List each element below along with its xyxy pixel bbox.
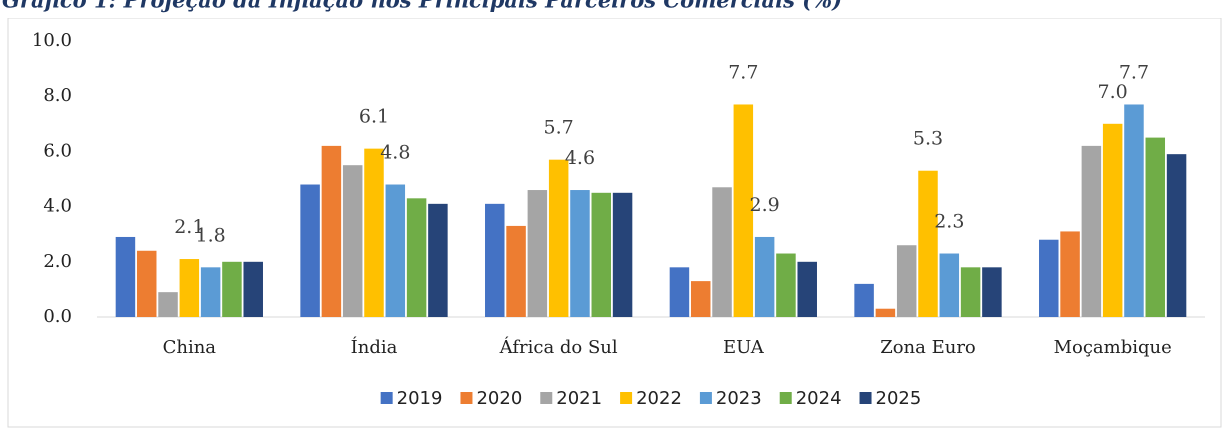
y-tick-label: 2.0: [43, 251, 72, 272]
bar: [1124, 104, 1144, 317]
legend-label: 2020: [476, 388, 522, 409]
legend-label: 2022: [636, 388, 682, 409]
x-tick-label: Índia: [351, 335, 398, 358]
bar: [406, 198, 427, 317]
data-label: 7.7: [728, 61, 758, 83]
data-label: 5.7: [544, 117, 574, 139]
data-label: 2.9: [750, 194, 780, 216]
bar: [1060, 231, 1080, 317]
legend-swatch: [699, 392, 712, 404]
bar: [158, 292, 178, 317]
bar: [1081, 145, 1102, 317]
bar: [527, 190, 548, 317]
bar: [222, 261, 242, 317]
bar: [200, 267, 221, 317]
y-tick-label: 10.0: [32, 30, 72, 51]
bar: [669, 267, 690, 317]
bar: [506, 225, 526, 317]
bar: [690, 281, 711, 317]
bar: [548, 159, 569, 317]
bar: [1102, 123, 1123, 317]
legend-swatch: [779, 392, 792, 404]
bar: [385, 184, 406, 317]
legend-label: 2023: [716, 388, 762, 409]
bar: [712, 187, 732, 317]
bar: [179, 259, 200, 317]
chart-title: Gráfico 1: Projeção da Inflação nos Prin…: [2, 0, 842, 13]
bar: [797, 261, 817, 317]
bar: [136, 250, 157, 317]
data-label: 2.3: [934, 211, 964, 233]
bar: [1166, 154, 1187, 317]
bar: [1145, 137, 1166, 317]
legend-swatch: [620, 392, 633, 404]
data-label: 4.8: [380, 142, 410, 164]
bar: [570, 190, 590, 317]
bar: [754, 236, 775, 317]
data-label: 7.0: [1098, 81, 1128, 103]
bar: [1039, 239, 1059, 317]
bar: [342, 165, 363, 317]
bar: [733, 104, 754, 317]
legend-swatch: [859, 392, 872, 404]
x-tick-label: África do Sul: [499, 335, 618, 358]
data-label: 1.8: [196, 224, 226, 246]
legend-label: 2021: [556, 388, 602, 409]
data-label: 5.3: [913, 128, 943, 150]
x-tick-label: Moçambique: [1054, 337, 1172, 358]
bar: [243, 261, 263, 317]
legend-label: 2019: [397, 388, 443, 409]
bar: [612, 192, 633, 317]
bar: [854, 283, 874, 317]
bar: [591, 192, 612, 317]
y-tick-label: 0.0: [43, 306, 72, 327]
y-tick-label: 6.0: [43, 140, 72, 161]
bar: [485, 203, 505, 317]
bar: [776, 253, 796, 317]
x-tick-label: EUA: [723, 337, 765, 358]
bar: [364, 148, 384, 317]
bar: [321, 145, 342, 317]
legend-label: 2024: [796, 388, 842, 409]
y-tick-label: 8.0: [43, 85, 72, 106]
data-label: 6.1: [359, 106, 389, 128]
bar: [939, 253, 960, 317]
title-band: [0, 0, 1222, 18]
legend-swatch: [540, 392, 553, 404]
bar: [960, 267, 981, 317]
bar: [918, 170, 938, 317]
bar: [300, 184, 320, 317]
bar: [115, 236, 136, 317]
y-tick-label: 4.0: [43, 196, 72, 217]
x-tick-label: China: [163, 337, 217, 358]
legend-label: 2025: [876, 388, 922, 409]
bar: [896, 245, 917, 317]
bar: [428, 203, 448, 317]
data-label: 2.1: [174, 216, 204, 238]
data-label: 7.7: [1119, 61, 1149, 83]
x-tick-label: Zona Euro: [880, 337, 976, 358]
legend-swatch: [380, 392, 393, 404]
bar: [875, 308, 896, 317]
data-label: 4.6: [565, 147, 595, 169]
bar: [982, 267, 1002, 317]
legend-swatch: [460, 392, 473, 404]
